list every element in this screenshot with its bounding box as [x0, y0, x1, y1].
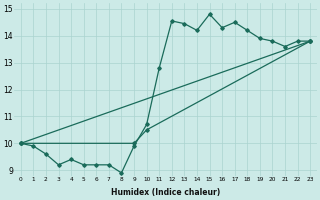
- X-axis label: Humidex (Indice chaleur): Humidex (Indice chaleur): [111, 188, 220, 197]
